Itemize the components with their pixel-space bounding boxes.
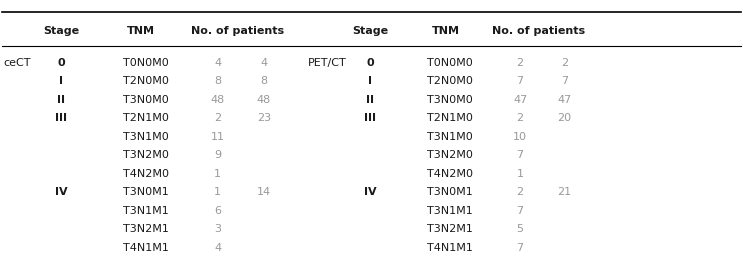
Text: T3N2M0: T3N2M0 <box>123 150 169 160</box>
Text: 10: 10 <box>513 132 527 142</box>
Text: 2: 2 <box>214 113 221 123</box>
Text: 21: 21 <box>557 187 572 197</box>
Text: No. of patients: No. of patients <box>191 26 285 36</box>
Text: T3N2M1: T3N2M1 <box>123 224 169 234</box>
Text: 1: 1 <box>516 169 524 179</box>
Text: ceCT: ceCT <box>4 58 31 68</box>
Text: T3N2M0: T3N2M0 <box>427 150 473 160</box>
Text: 4: 4 <box>214 243 221 253</box>
Text: 47: 47 <box>557 95 572 105</box>
Text: I: I <box>59 76 63 86</box>
Text: 7: 7 <box>516 150 524 160</box>
Text: TNM: TNM <box>432 26 460 36</box>
Text: 48: 48 <box>256 95 271 105</box>
Text: Stage: Stage <box>43 26 79 36</box>
Text: 7: 7 <box>561 76 568 86</box>
Text: T3N1M1: T3N1M1 <box>427 206 473 216</box>
Text: 8: 8 <box>260 76 267 86</box>
Text: T3N1M0: T3N1M0 <box>427 132 473 142</box>
Text: 20: 20 <box>557 113 572 123</box>
Text: 7: 7 <box>516 206 524 216</box>
Text: T0N0M0: T0N0M0 <box>427 58 473 68</box>
Text: 11: 11 <box>211 132 224 142</box>
Text: T2N1M0: T2N1M0 <box>123 113 169 123</box>
Text: 0: 0 <box>57 58 65 68</box>
Text: 47: 47 <box>513 95 528 105</box>
Text: III: III <box>364 113 376 123</box>
Text: 7: 7 <box>516 76 524 86</box>
Text: 6: 6 <box>214 206 221 216</box>
Text: T3N0M1: T3N0M1 <box>123 187 169 197</box>
Text: T4N1M1: T4N1M1 <box>427 243 473 253</box>
Text: 7: 7 <box>516 243 524 253</box>
Text: T3N0M0: T3N0M0 <box>427 95 473 105</box>
Text: 2: 2 <box>561 58 568 68</box>
Text: 48: 48 <box>210 95 225 105</box>
Text: 4: 4 <box>214 58 221 68</box>
Text: 1: 1 <box>214 169 221 179</box>
Text: II: II <box>57 95 65 105</box>
Text: 4: 4 <box>260 58 267 68</box>
Text: T0N0M0: T0N0M0 <box>123 58 169 68</box>
Text: 0: 0 <box>366 58 374 68</box>
Text: 14: 14 <box>256 187 271 197</box>
Text: T3N1M0: T3N1M0 <box>123 132 169 142</box>
Text: T4N2M0: T4N2M0 <box>123 169 169 179</box>
Text: IV: IV <box>364 187 376 197</box>
Text: T2N0M0: T2N0M0 <box>427 76 473 86</box>
Text: T4N2M0: T4N2M0 <box>427 169 473 179</box>
Text: Stage: Stage <box>352 26 388 36</box>
Text: 8: 8 <box>214 76 221 86</box>
Text: 2: 2 <box>516 113 524 123</box>
Text: 9: 9 <box>214 150 221 160</box>
Text: T3N0M0: T3N0M0 <box>123 95 169 105</box>
Text: T4N1M1: T4N1M1 <box>123 243 169 253</box>
Text: T3N0M1: T3N0M1 <box>427 187 473 197</box>
Text: II: II <box>366 95 374 105</box>
Text: T2N1M0: T2N1M0 <box>427 113 473 123</box>
Text: 1: 1 <box>214 187 221 197</box>
Text: 5: 5 <box>516 224 524 234</box>
Text: T3N2M1: T3N2M1 <box>427 224 473 234</box>
Text: 3: 3 <box>214 224 221 234</box>
Text: PET/CT: PET/CT <box>308 58 347 68</box>
Text: III: III <box>55 113 67 123</box>
Text: I: I <box>368 76 372 86</box>
Text: 2: 2 <box>516 58 524 68</box>
Text: IV: IV <box>55 187 67 197</box>
Text: T2N0M0: T2N0M0 <box>123 76 169 86</box>
Text: 2: 2 <box>516 187 524 197</box>
Text: TNM: TNM <box>127 26 155 36</box>
Text: No. of patients: No. of patients <box>492 26 585 36</box>
Text: T3N1M1: T3N1M1 <box>123 206 169 216</box>
Text: 23: 23 <box>256 113 271 123</box>
